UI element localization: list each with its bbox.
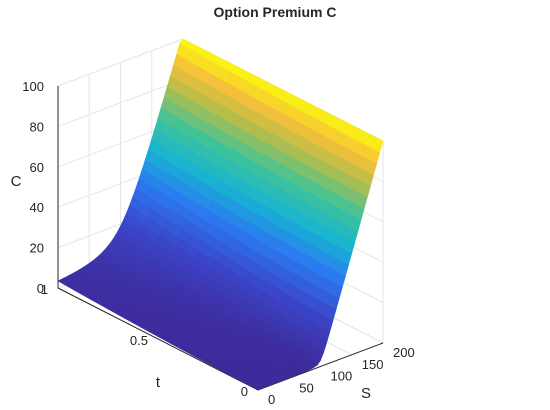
x-tick-label: 50 xyxy=(299,380,313,395)
surface-patch xyxy=(362,132,384,153)
z-tick-label: 60 xyxy=(30,160,44,175)
y-axis-line xyxy=(57,287,259,391)
chart-title: Option Premium C xyxy=(214,4,337,20)
z-tick-label: 40 xyxy=(30,200,44,215)
surface xyxy=(57,38,384,391)
z-tick-label: 80 xyxy=(30,119,44,134)
y-tick-label: 0.5 xyxy=(130,333,148,348)
x-axis-label: S xyxy=(361,385,371,402)
y-axis-label: t xyxy=(156,374,161,391)
y-tick-label: 1 xyxy=(41,282,48,297)
x-tick-label: 0 xyxy=(268,392,275,407)
x-tick-label: 200 xyxy=(393,345,415,360)
z-tick-label: 20 xyxy=(30,241,44,256)
z-axis-label: C xyxy=(11,173,22,190)
x-tick-label: 100 xyxy=(331,369,353,384)
x-tick-label: 150 xyxy=(362,357,384,372)
y-tick-label: 0 xyxy=(241,384,248,399)
z-tick-label: 100 xyxy=(22,79,44,94)
z-tick-label: 0 xyxy=(37,281,44,296)
